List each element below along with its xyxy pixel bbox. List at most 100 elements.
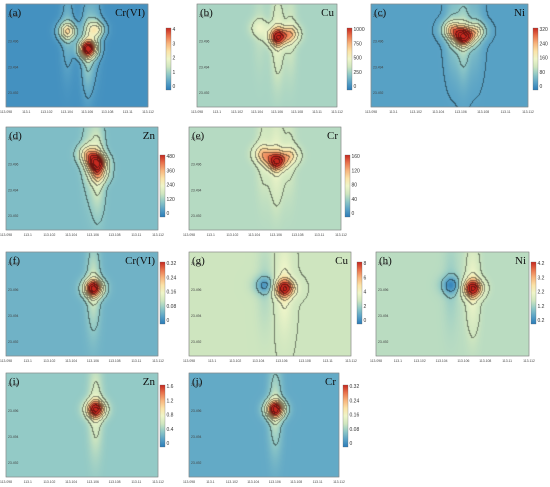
colorbar xyxy=(159,384,166,448)
colorbar xyxy=(159,261,166,325)
x-tick-label: 113.11 xyxy=(314,233,324,237)
x-tick-label: 113.102 xyxy=(43,359,55,363)
panel-6: (g) Cu 113.098 113.1 113.102 113.104 113.106 11… xyxy=(183,251,367,363)
colorbar xyxy=(159,154,166,218)
x-tick-label: 113.108 xyxy=(109,233,121,237)
x-tick-label: 113.1 xyxy=(22,110,30,114)
plot-frame xyxy=(5,3,149,108)
x-tick-label: 113.1 xyxy=(206,480,214,484)
colorbar-tick-label: 0.2 xyxy=(538,318,545,324)
x-tick-label: 113.112 xyxy=(152,480,164,484)
panel-0: (a) Cr(VI) 113.098 113.1 113.102 113.104 113.1… xyxy=(0,3,176,114)
x-tick-label: 113.1 xyxy=(389,110,397,114)
colorbar-tick-label: 3.2 xyxy=(538,275,545,281)
x-tick-label: 113.104 xyxy=(252,359,264,363)
y-tick-label: 23.492 xyxy=(191,340,201,344)
x-tick-label: 113.106 xyxy=(455,110,467,114)
colorbar xyxy=(530,261,537,325)
colorbar xyxy=(342,384,349,448)
x-tick-label: 113.112 xyxy=(333,480,345,484)
y-tick-label: 23.492 xyxy=(378,340,388,344)
x-tick-label: 113.1 xyxy=(24,233,32,237)
plot-frame xyxy=(5,126,159,231)
colorbar-tick-label: 0.08 xyxy=(350,427,360,433)
colorbar-tick-label: 160 xyxy=(352,154,361,160)
x-tick-label: 113.098 xyxy=(0,233,12,237)
x-tick-label: 113.102 xyxy=(229,359,241,363)
y-tick-label: 23.494 xyxy=(191,314,201,318)
colorbar-tick-label: 0.32 xyxy=(167,261,177,267)
colorbar-tick-label: 4 xyxy=(173,27,176,33)
y-tick-label: 23.496 xyxy=(191,163,201,167)
x-tick-label: 113.108 xyxy=(109,480,121,484)
colorbar-tick-label: 0.24 xyxy=(350,398,360,404)
x-tick-label: 113.1 xyxy=(24,480,32,484)
colorbar-tick-label: 360 xyxy=(167,168,176,174)
element-label: Cr xyxy=(327,130,338,142)
y-tick-label: 23.494 xyxy=(191,435,201,439)
x-tick-label: 113.11 xyxy=(502,359,512,363)
colorbar-tick-label: 0 xyxy=(352,211,355,217)
colorbar xyxy=(165,27,172,91)
colorbar-tick-label: 0 xyxy=(354,84,357,90)
y-tick-label: 23.492 xyxy=(8,91,18,95)
y-tick-label: 23.498 xyxy=(191,262,201,266)
x-tick-label: 113.098 xyxy=(183,480,195,484)
y-tick-label: 23.494 xyxy=(191,188,201,192)
y-tick-label: 23.496 xyxy=(191,409,201,413)
x-tick-label: 113.11 xyxy=(313,480,323,484)
colorbar-tick-label: 0.16 xyxy=(350,413,360,419)
x-tick-label: 113.112 xyxy=(345,359,357,363)
panel-8: (i) Zn 113.098 113.1 113.102 113.104 113.106 11… xyxy=(0,372,174,484)
colorbar-tick-label: 160 xyxy=(540,56,549,62)
x-tick-label: 113.104 xyxy=(61,110,73,114)
colorbar-tick-label: 80 xyxy=(540,70,546,76)
colorbar-tick-label: 480 xyxy=(167,154,176,160)
x-tick-label: 113.104 xyxy=(436,359,448,363)
element-label: Cu xyxy=(321,7,334,19)
x-tick-label: 113.11 xyxy=(123,110,133,114)
panel-4: (e) Cr 113.098 113.1 113.102 113.104 113.106 11… xyxy=(183,126,361,237)
plot-frame xyxy=(196,3,338,108)
y-tick-label: 23.498 xyxy=(191,137,201,141)
x-tick-label: 113.106 xyxy=(87,359,99,363)
y-tick-label: 23.492 xyxy=(191,214,201,218)
panel-5: (f) Cr(VI) 113.098 113.1 113.102 113.104 113.1… xyxy=(0,251,177,363)
y-tick-label: 23.498 xyxy=(8,137,18,141)
element-label: Cr(VI) xyxy=(115,7,145,19)
colorbar-tick-label: 1.2 xyxy=(538,304,545,310)
panel-label: (g) xyxy=(192,255,205,267)
x-tick-label: 113.11 xyxy=(312,110,322,114)
x-tick-label: 113.106 xyxy=(81,110,93,114)
panel-1: (b) Cu 113.098 113.1 113.102 113.104 113.106 11… xyxy=(191,3,365,114)
x-tick-label: 113.102 xyxy=(43,480,55,484)
y-tick-label: 23.494 xyxy=(373,65,383,69)
x-tick-label: 113.098 xyxy=(183,233,195,237)
colorbar-tick-label: 0 xyxy=(167,441,170,447)
x-tick-label: 113.104 xyxy=(65,480,77,484)
x-tick-label: 113.112 xyxy=(152,359,164,363)
y-tick-label: 23.494 xyxy=(8,65,18,69)
x-tick-label: 113.112 xyxy=(523,359,535,363)
y-tick-label: 23.494 xyxy=(8,314,18,318)
colorbar-tick-label: 320 xyxy=(540,27,549,33)
colorbar-tick-label: 240 xyxy=(167,183,176,189)
colorbar-tick-label: 0.4 xyxy=(167,427,174,433)
x-tick-label: 113.1 xyxy=(24,359,32,363)
element-label: Cr xyxy=(325,376,336,388)
x-tick-label: 113.106 xyxy=(270,233,282,237)
x-tick-label: 113.102 xyxy=(226,480,238,484)
y-tick-label: 23.496 xyxy=(8,40,18,44)
x-tick-label: 113.108 xyxy=(477,110,489,114)
element-label: Cr(VI) xyxy=(125,255,155,267)
y-tick-label: 23.496 xyxy=(378,288,388,292)
x-tick-label: 113.108 xyxy=(290,480,302,484)
plot-frame xyxy=(375,251,530,357)
y-tick-label: 23.492 xyxy=(191,461,201,465)
colorbar xyxy=(346,27,353,91)
x-tick-label: 113.104 xyxy=(432,110,444,114)
panel-label: (c) xyxy=(374,7,387,19)
y-tick-label: 23.494 xyxy=(199,65,209,69)
colorbar-tick-label: 250 xyxy=(354,70,363,76)
